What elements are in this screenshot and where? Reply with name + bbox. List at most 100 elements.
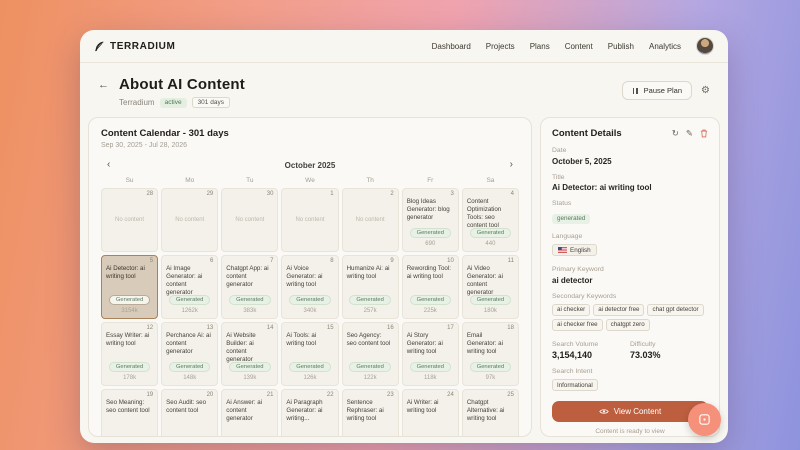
calendar-cell-day-28[interactable]: 28 No content (101, 188, 159, 252)
back-arrow-icon[interactable]: ← (98, 79, 109, 91)
next-month-chevron-icon[interactable]: › (509, 159, 513, 170)
calendar-cell-day-29[interactable]: 29 No content (161, 188, 219, 252)
cell-bottom: Generated (403, 430, 458, 436)
cell-bottom: Generated (463, 430, 518, 436)
pause-plan-button[interactable]: Pause Plan (621, 81, 693, 100)
cell-bottom: Generated (282, 430, 337, 436)
cell-bottom: Generated 118k (403, 355, 458, 381)
user-avatar[interactable] (696, 37, 714, 55)
weekday-we: We (305, 177, 315, 184)
edit-icon[interactable]: ✎ (685, 128, 693, 139)
calendar-cell-day-12[interactable]: 12 Essay Writer: ai writing tool Generated… (101, 322, 159, 386)
calendar-cell-day-1[interactable]: 1 No content (281, 188, 339, 252)
cell-title: Ai Writer: ai writing tool (406, 399, 439, 415)
day-number: 23 (387, 392, 394, 398)
day-number: 29 (206, 191, 214, 197)
cell-search-volume: 690 (425, 241, 436, 247)
calendar-cell-day-6[interactable]: 6 Ai Image Generator: ai content generato… (161, 255, 219, 319)
chat-widget-button[interactable] (688, 403, 721, 436)
cell-bottom: Generated 178k (102, 355, 157, 381)
day-number: 25 (507, 392, 514, 398)
cell-search-volume: 440 (485, 241, 496, 247)
generated-badge: Generated (229, 361, 271, 372)
title-label: Title (552, 173, 565, 181)
nav-item-plans[interactable]: Plans (529, 41, 550, 51)
no-content-label: No content (115, 217, 145, 223)
weekday-su: Su (125, 177, 134, 184)
nav-item-projects[interactable]: Projects (485, 41, 515, 51)
month-label: October 2025 (284, 160, 336, 170)
cell-search-volume: 3154k (121, 308, 138, 314)
cell-title: Blog Ideas Generator: blog generator (406, 198, 450, 222)
trash-icon[interactable] (700, 129, 708, 138)
calendar-cell-day-15[interactable]: 15 Ai Tools: ai writing tool Generated 126k (281, 322, 339, 386)
day-number: 9 (390, 258, 394, 264)
days-badge: 301 days (191, 97, 230, 108)
date-value: October 5, 2025 (552, 156, 612, 166)
view-content-button[interactable]: View Content (552, 401, 708, 422)
project-name: Terradium (119, 98, 155, 107)
title-value: Ai Detector: ai writing tool (552, 183, 652, 192)
calendar-cell-day-30[interactable]: 30 No content (221, 188, 279, 252)
calendar-cell-day-14[interactable]: 14 Ai Website Builder: ai content generat… (221, 322, 279, 386)
prev-month-chevron-icon[interactable]: ‹ (107, 159, 111, 170)
calendar-cell-day-5[interactable]: 5 Ai Detector: ai writing tool Generated 31… (101, 255, 159, 319)
calendar-cell-day-17[interactable]: 17 Ai Story Generator: ai writing tool Gen… (401, 322, 459, 386)
secondary-keywords-label: Secondary Keywords (552, 292, 617, 300)
content-details-panel: Content Details ↻ ✎ Date October 5, 2025… (540, 117, 720, 437)
day-number: 12 (146, 325, 154, 331)
brand-logo[interactable]: TERRADIUM (94, 41, 175, 52)
calendar-cell-day-13[interactable]: 13 Perchance Ai: ai content generator Gene… (161, 322, 219, 386)
secondary-keyword-chip: ai checker (552, 303, 591, 316)
cell-bottom: Generated 97k (463, 355, 518, 381)
calendar-cell-day-7[interactable]: 7 Chatgpt App: ai content generator Genera… (221, 255, 279, 319)
calendar-cell-day-16[interactable]: 16 Seo Agency: seo content tool Generated 1… (341, 322, 399, 386)
calendar-cell-day-9[interactable]: 9 Humanize Ai: ai writing tool Generated 25… (341, 255, 399, 319)
calendar-cell-day-24[interactable]: 24 Ai Writer: ai writing tool Generated (401, 389, 459, 436)
cell-title: Chatgpt App: ai content generator (226, 265, 269, 289)
day-number: 6 (209, 258, 214, 264)
calendar-cell-day-10[interactable]: 10 Rewording Tool: ai writing tool Generat… (401, 255, 459, 319)
cell-bottom: Generated 690 (403, 221, 458, 247)
cell-bottom: Generated 180k (463, 288, 518, 314)
cell-search-volume: 118k (423, 375, 437, 381)
calendar-cell-day-2[interactable]: 2 No content (341, 188, 399, 252)
refresh-icon[interactable]: ↻ (671, 128, 679, 139)
day-number: 24 (447, 392, 454, 398)
app-window: TERRADIUM Dashboard Projects Plans Content P… (80, 30, 728, 443)
calendar-cell-day-4[interactable]: 4 Content Optimization Tools: seo content… (461, 188, 519, 252)
calendar-cell-day-11[interactable]: 11 Ai Video Generator: ai content generat… (461, 255, 519, 319)
no-content-label: No content (355, 217, 385, 223)
cell-bottom: Generated 383k (222, 288, 277, 314)
day-number: 5 (149, 258, 154, 264)
calendar-cell-day-18[interactable]: 18 Email Generator: ai writing tool Genera… (461, 322, 519, 386)
status-badge: active (159, 97, 187, 108)
cell-title: Ai Story Generator: ai writing tool (406, 332, 443, 356)
calendar-cell-day-8[interactable]: 8 Ai Voice Generator: ai writing tool Gene… (281, 255, 339, 319)
weekday-sa: Sa (486, 177, 495, 184)
calendar-cell-day-3[interactable]: 3 Blog Ideas Generator: blog generator Gen… (401, 188, 459, 252)
nav-item-analytics[interactable]: Analytics (648, 41, 681, 51)
nav-item-dashboard[interactable]: Dashboard (431, 41, 471, 51)
cell-title: Ai Paragraph Generator: ai writing... (286, 399, 323, 423)
weekday-fr: Fr (427, 177, 434, 184)
cell-title: Essay Writer: ai writing tool (106, 332, 150, 348)
gear-icon[interactable]: ⚙ (701, 84, 710, 96)
day-number: 1 (330, 191, 334, 197)
day-number: 22 (326, 392, 334, 398)
cell-title: Email Generator: ai writing tool (466, 332, 503, 356)
nav-links: Dashboard Projects Plans Content Publish Anal… (432, 37, 714, 55)
nav-item-content[interactable]: Content (564, 41, 593, 51)
day-number: 3 (450, 191, 454, 197)
search-volume-label: Search Volume (552, 340, 599, 348)
search-volume-value: 3,154,140 (552, 350, 593, 360)
generated-badge: Generated (289, 294, 331, 305)
nav-item-publish[interactable]: Publish (607, 41, 634, 51)
stats-row: Search Volume 3,154,140 Difficulty 73.03… (552, 333, 708, 361)
